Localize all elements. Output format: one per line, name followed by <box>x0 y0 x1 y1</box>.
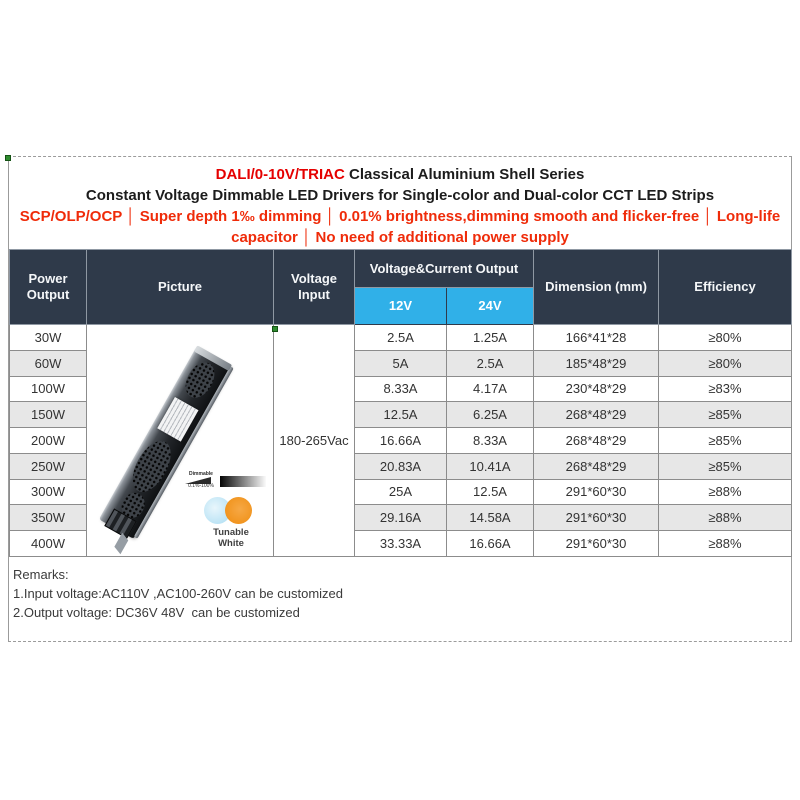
current-12v-cell: 29.16A <box>354 504 447 532</box>
picture-cell: Dimmable 0.1%-100% Tunable White <box>86 324 274 557</box>
current-12v-cell: 8.33A <box>354 375 447 403</box>
dimmable-logo: Dimmable 0.1%-100% <box>185 472 217 492</box>
series-title-rest: Classical Aluminium Shell Series <box>344 166 585 183</box>
col-header-dimension: Dimension (mm) <box>533 249 659 325</box>
series-title: DALI/0-10V/TRIAC Classical Aluminium She… <box>9 164 791 185</box>
remarks-heading: Remarks: <box>13 567 69 582</box>
voltage-input-cell: 180-265Vac <box>273 324 355 557</box>
table-row: 30W <box>9 324 792 557</box>
product-picture: Dimmable 0.1%-100% Tunable White <box>87 325 273 556</box>
dimming-gradient-bar <box>220 476 266 487</box>
tunable-white-badge: Tunable White <box>200 497 262 549</box>
efficiency-cell: ≥88% <box>658 530 792 557</box>
power-cell: 150W <box>9 401 87 429</box>
dimension-cell: 166*41*28 <box>533 324 659 351</box>
current-12v-cell: 20.83A <box>354 452 447 480</box>
table-row: 60W 5A 2.5A 185*48*29 ≥80% <box>9 349 792 377</box>
col-header-power-output: Power Output <box>9 249 87 325</box>
power-cell: 100W <box>9 375 87 403</box>
remark-item-2: 2.Output voltage: DC36V 48V can be custo… <box>13 605 300 620</box>
features-line-1: SCP/OLP/OCP │ Super depth 1‰ dimming │ 0… <box>19 208 781 225</box>
power-cell: 250W <box>9 452 87 480</box>
power-cell: 30W <box>9 324 87 351</box>
current-24v-cell: 8.33A <box>446 427 534 454</box>
current-24v-cell: 1.25A <box>446 324 534 351</box>
current-24v-cell: 6.25A <box>446 401 534 429</box>
remark-item-1: 1.Input voltage:AC110V ,AC100-260V can b… <box>13 586 344 601</box>
features-line-2: capacitor │ No need of additional power … <box>231 229 569 246</box>
current-24v-cell: 10.41A <box>446 452 534 480</box>
header-row-1: Power Output Picture Voltage Input Volta… <box>9 249 792 325</box>
vent-holes <box>124 434 179 499</box>
dimension-cell: 291*60*30 <box>533 478 659 506</box>
table-row: 400W 33.33A 16.66A 291*60*30 ≥88% <box>9 530 792 557</box>
current-12v-cell: 33.33A <box>354 530 447 557</box>
dimension-cell: 268*48*29 <box>533 427 659 454</box>
current-12v-cell: 5A <box>354 349 447 377</box>
table-row: 150W 12.5A 6.25A 268*48*29 ≥85% <box>9 401 792 429</box>
efficiency-cell: ≥88% <box>658 504 792 532</box>
efficiency-cell: ≥85% <box>658 401 792 429</box>
title-block: DALI/0-10V/TRIAC Classical Aluminium She… <box>9 157 791 249</box>
series-title-highlight: DALI/0-10V/TRIAC <box>215 166 345 183</box>
efficiency-cell: ≥88% <box>658 478 792 506</box>
selection-handle-icon <box>5 155 11 161</box>
col-header-voltage-input: Voltage Input <box>273 249 355 325</box>
power-cell: 60W <box>9 349 87 377</box>
efficiency-cell: ≥80% <box>658 349 792 377</box>
spec-table: Power Output Picture Voltage Input Volta… <box>9 249 792 557</box>
col-header-24v: 24V <box>446 287 534 325</box>
current-12v-cell: 12.5A <box>354 401 447 429</box>
tunable-white-label: Tunable White <box>213 527 249 549</box>
dimension-cell: 230*48*29 <box>533 375 659 403</box>
current-24v-cell: 12.5A <box>446 478 534 506</box>
spec-sheet-frame: DALI/0-10V/TRIAC Classical Aluminium She… <box>5 155 792 642</box>
col-header-efficiency: Efficiency <box>658 249 792 325</box>
col-header-voltage-current-group: Voltage&Current Output <box>354 249 534 288</box>
header-row-2: 12V 24V <box>10 287 792 325</box>
dimension-cell: 185*48*29 <box>533 349 659 377</box>
dimension-cell: 291*60*30 <box>533 504 659 532</box>
dimmable-range: 0.1%-100% <box>188 483 214 489</box>
col-header-12v: 12V <box>354 287 447 325</box>
current-12v-cell: 16.66A <box>354 427 447 454</box>
current-24v-cell: 2.5A <box>446 349 534 377</box>
subtitle: Constant Voltage Dimmable LED Drivers fo… <box>85 187 715 204</box>
col-header-picture: Picture <box>86 249 274 325</box>
current-12v-cell: 25A <box>354 478 447 506</box>
dimension-cell: 268*48*29 <box>533 401 659 429</box>
warm-white-circle-icon <box>225 497 252 524</box>
table-row: 100W 8.33A 4.17A 230*48*29 ≥83% <box>9 375 792 403</box>
current-24v-cell: 16.66A <box>446 530 534 557</box>
table-row: 300W 25A 12.5A 291*60*30 ≥88% <box>9 478 792 506</box>
dimension-cell: 268*48*29 <box>533 452 659 480</box>
efficiency-cell: ≥85% <box>658 452 792 480</box>
selection-handle-icon <box>272 326 278 332</box>
current-12v-cell: 2.5A <box>354 324 447 351</box>
remarks-block: Remarks: 1.Input voltage:AC110V ,AC100-2… <box>9 557 791 622</box>
power-cell: 400W <box>9 530 87 557</box>
efficiency-cell: ≥85% <box>658 427 792 454</box>
dimmable-text: Dimmable <box>189 471 213 477</box>
current-24v-cell: 4.17A <box>446 375 534 403</box>
dimming-ramp-icon <box>185 477 211 484</box>
power-cell: 300W <box>9 478 87 506</box>
table-row: 250W 20.83A 10.41A 268*48*29 ≥85% <box>9 452 792 480</box>
power-cell: 200W <box>9 427 87 454</box>
current-24v-cell: 14.58A <box>446 504 534 532</box>
power-cell: 350W <box>9 504 87 532</box>
efficiency-cell: ≥80% <box>658 324 792 351</box>
efficiency-cell: ≥83% <box>658 375 792 403</box>
table-row: 350W 29.16A 14.58A 291*60*30 ≥88% <box>9 504 792 532</box>
dimension-cell: 291*60*30 <box>533 530 659 557</box>
